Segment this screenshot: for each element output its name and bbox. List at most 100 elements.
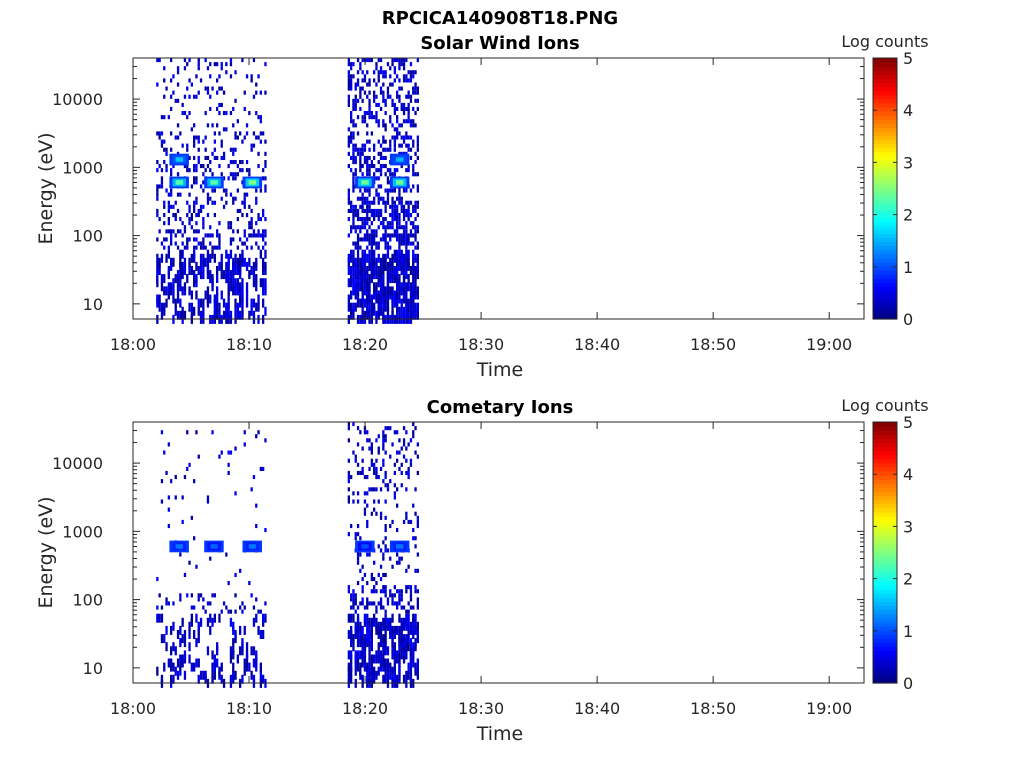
spectrogram-cell <box>199 593 203 598</box>
spectrogram-cell <box>363 119 367 124</box>
spectrogram-cell <box>389 139 392 144</box>
spectrogram-cell <box>245 237 249 242</box>
spectrogram-cell <box>160 131 164 136</box>
spectrogram-cell <box>412 204 415 209</box>
spectrogram-cell <box>375 168 378 173</box>
spectrogram-cell <box>386 601 390 606</box>
spectrogram-cell <box>352 131 355 136</box>
spectrogram-cell <box>377 290 380 300</box>
spectrogram-cell <box>241 241 244 246</box>
spectrogram-cell <box>368 552 371 557</box>
spectrogram-cell <box>239 131 242 136</box>
spectrogram-cell <box>396 237 399 242</box>
spectrogram-cell <box>400 123 403 128</box>
spectrogram-cell <box>414 450 417 455</box>
spectrogram-cell <box>416 225 419 230</box>
spectrogram-cell <box>165 642 168 652</box>
spectrogram-cell <box>197 155 200 160</box>
spectrogram-cell <box>176 245 180 250</box>
spectrogram-cell <box>163 147 166 152</box>
x-tick-label: 18:10 <box>226 699 272 718</box>
spectrogram-cell <box>202 253 205 263</box>
colorbar-segment <box>873 98 897 104</box>
colorbar-segment <box>873 670 897 676</box>
spectrogram-cell <box>396 168 399 173</box>
spectrogram-cell <box>375 605 378 610</box>
spectrogram-cell <box>405 650 408 660</box>
spectrogram-cell <box>264 306 267 316</box>
spectrogram-cell <box>414 638 417 648</box>
spectrogram-cell <box>227 450 230 455</box>
spectrogram-cell <box>379 564 383 569</box>
spectrogram-cell <box>396 487 399 492</box>
colorbar-segment <box>873 552 897 558</box>
spectrogram-cell <box>163 204 166 209</box>
spectrogram-cell <box>252 278 256 288</box>
spectrogram-cell <box>356 245 360 250</box>
spectrogram-cell <box>245 168 249 173</box>
spectrogram-cell <box>354 98 357 103</box>
spectrogram-cell <box>384 483 387 488</box>
spectrogram-cell <box>384 204 387 209</box>
spectrogram-cell <box>245 282 249 292</box>
spectrogram-cell <box>206 601 210 606</box>
spectrogram-cell <box>255 241 258 246</box>
spectrogram-cell <box>400 650 403 660</box>
spectrogram-cell <box>248 111 251 116</box>
colorbar-segment <box>873 491 897 497</box>
spectrogram-cell <box>350 204 353 209</box>
spectrogram-cell <box>361 221 364 226</box>
spectrogram-cell <box>229 58 233 63</box>
spectrogram-cell <box>375 188 378 193</box>
panel-cometary: 18:00 18:10 18:20 18:30 18:40 18:50 19:0010100… <box>35 396 929 745</box>
spectrogram-cell <box>250 306 253 316</box>
spectrogram-cell <box>361 466 364 471</box>
spectrogram-cell <box>262 630 265 639</box>
spectrogram-cell <box>183 475 187 480</box>
spectrogram-cell <box>181 286 184 296</box>
spectrogram-cell <box>176 66 180 71</box>
spectrogram-cell <box>366 233 369 238</box>
spectrogram-cell <box>398 625 401 635</box>
spectrogram-cell <box>391 204 394 209</box>
spectrogram-cell <box>354 458 357 463</box>
spectrogram-cell <box>225 302 228 312</box>
spectrogram-cell <box>361 306 364 316</box>
spectrogram-cell <box>209 196 212 201</box>
spectrogram-cell <box>183 670 187 680</box>
spectrogram-cell <box>375 670 378 680</box>
spectrogram-cell <box>170 241 173 246</box>
spectrogram-cell <box>232 282 235 292</box>
spectrogram-cell <box>389 670 392 680</box>
spectrogram-cell <box>236 654 239 664</box>
spectrogram-cell <box>386 241 390 246</box>
spectrogram-cell <box>190 82 193 87</box>
spectrogram-cell <box>377 434 380 439</box>
spectrogram-cell <box>368 204 371 209</box>
spectrogram-cell <box>204 609 207 614</box>
spectrogram-cell <box>190 310 193 320</box>
colorbar-segment <box>873 625 897 631</box>
spectrogram-cell <box>190 662 193 672</box>
spectrogram-cell <box>262 168 265 173</box>
spectrogram-cell <box>414 266 417 275</box>
spectrogram-cell <box>389 524 392 529</box>
spectrogram-cell <box>241 180 244 185</box>
spectrogram-cell <box>232 106 235 111</box>
spectrogram-cell <box>361 225 364 230</box>
spectrogram-cell <box>176 630 180 639</box>
spectrogram-cell <box>252 131 256 136</box>
spectrogram-cell <box>232 123 235 128</box>
spectrogram-cell <box>405 241 408 246</box>
spectrogram-cell <box>259 131 262 136</box>
spectrogram-cell <box>206 213 210 218</box>
spectrogram-cell <box>193 245 196 250</box>
spectrogram-cell <box>361 564 364 569</box>
spectrogram-cell <box>366 172 369 177</box>
spectrogram-cell <box>375 102 378 107</box>
spectrogram-cell <box>250 74 253 79</box>
spectrogram-cell <box>202 237 205 242</box>
spectrogram-cell <box>379 601 383 606</box>
spectrogram-cell <box>377 176 380 181</box>
